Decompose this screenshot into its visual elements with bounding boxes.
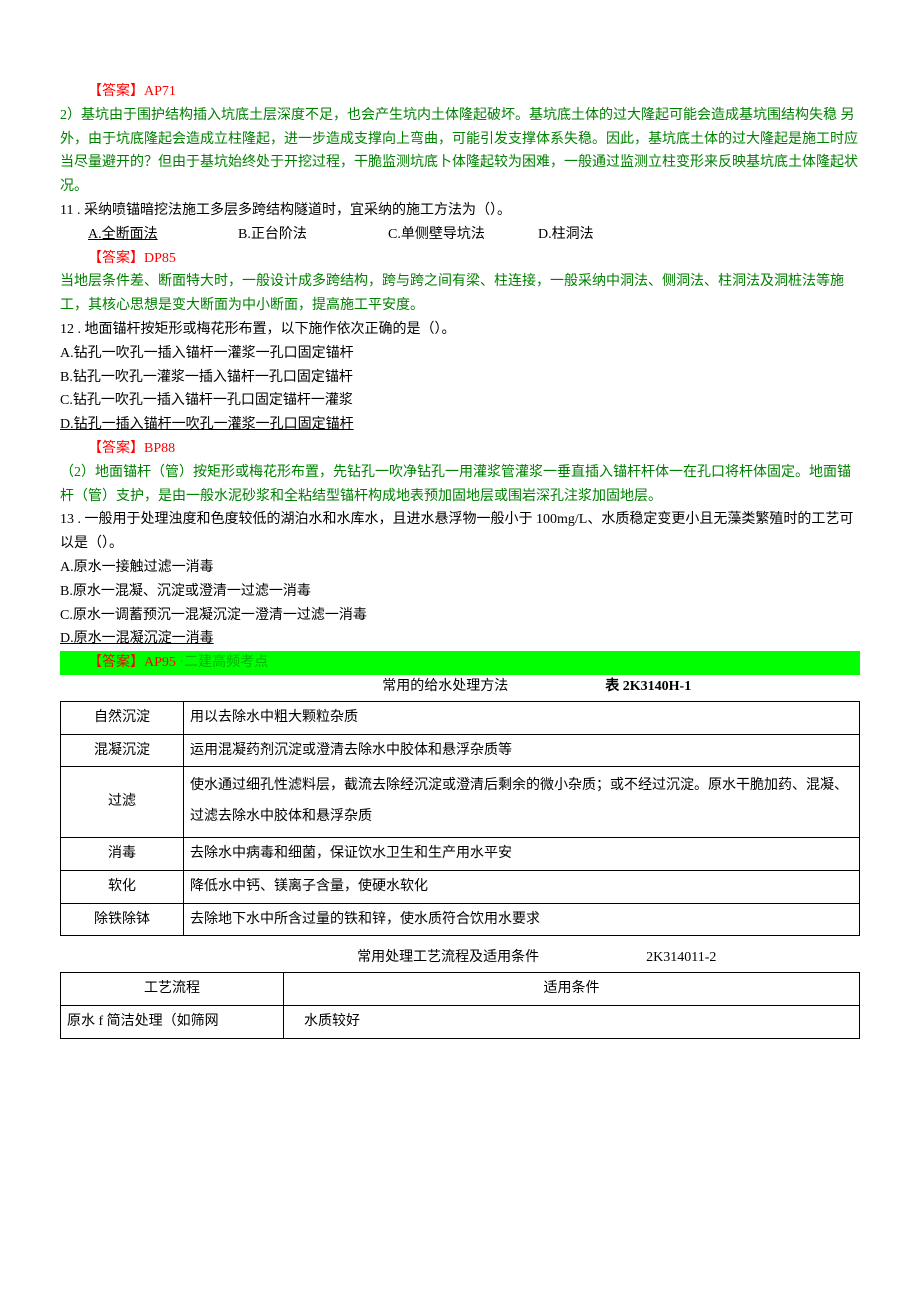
q13-opt-a: A.原水一接触过滤一消毒 xyxy=(60,556,860,580)
t1-r5-c1: 去除地下水中所含过量的铁和锌，使水质符合饮用水要求 xyxy=(184,903,860,936)
q12-opt-d: D.钻孔一插入锚杆一吹孔一灌浆一孔口固定锚杆 xyxy=(60,413,860,437)
table-row: 原水 f 简洁处理（如筛网 水质较好 xyxy=(61,1005,860,1038)
table-row: 软化降低水中钙、镁离子含量，使硬水软化 xyxy=(61,870,860,903)
t1-r2-c1: 使水通过细孔性滤料层，截流去除经沉淀或澄清后剩余的微小杂质；或不经过沉淀。原水干… xyxy=(184,767,860,838)
t1-r0-c1: 用以去除水中粗大颗粒杂质 xyxy=(184,701,860,734)
q13-opt-b: B.原水一混凝、沉淀或澄清一过滤一消毒 xyxy=(60,580,860,604)
answer-11: 【答案】DP85 xyxy=(60,247,860,271)
q12-opt-c: C.钻孔一吹孔一插入锚杆一孔口固定锚杆一灌浆 xyxy=(60,389,860,413)
explanation-10: 2）基坑由于围护结构插入坑底土层深度不足，也会产生坑内土体隆起破坏。基坑底土体的… xyxy=(60,104,860,199)
q11-opt-c: C.单侧壁导坑法 xyxy=(388,223,538,247)
t1-r4-c0: 软化 xyxy=(61,870,184,903)
table2: 工艺流程 适用条件 原水 f 简洁处理（如筛网 水质较好 xyxy=(60,972,860,1039)
explanation-12: （2）地面锚杆（管）按矩形或梅花形布置，先钻孔一吹净钻孔一用灌浆管灌浆一垂直插入… xyxy=(60,461,860,509)
table1: 自然沉淀用以去除水中粗大颗粒杂质 混凝沉淀运用混凝药剂沉淀或澄清去除水中胶体和悬… xyxy=(60,701,860,937)
t1-r3-c0: 消毒 xyxy=(61,837,184,870)
table1-caption: 常用的给水处理方法 表 2K3140H-1 xyxy=(60,675,860,699)
q13-opt-d: D.原水一混凝沉淀一消毒 xyxy=(60,627,860,651)
t1-r1-c0: 混凝沉淀 xyxy=(61,734,184,767)
q11-opt-a: A.全断面法 xyxy=(60,223,238,247)
t1-r1-c1: 运用混凝药剂沉淀或澄清去除水中胶体和悬浮杂质等 xyxy=(184,734,860,767)
t2-h0: 工艺流程 xyxy=(61,973,284,1006)
table2-caption-right: 2K314011-2 xyxy=(646,950,716,965)
q11-options: A.全断面法 B.正台阶法 C.单侧壁导坑法 D.柱洞法 xyxy=(60,223,860,247)
explanation-11: 当地层条件差、断面特大时，一般设计成多跨结构，跨与跨之间有梁、柱连接，一般采纳中… xyxy=(60,270,860,318)
t1-r0-c0: 自然沉淀 xyxy=(61,701,184,734)
table1-caption-right: 表 2K3140H-1 xyxy=(605,679,691,694)
q12-opt-b: B.钻孔一吹孔一灌浆一插入锚杆一孔口固定锚杆 xyxy=(60,366,860,390)
answer-12: 【答案】BP88 xyxy=(60,437,860,461)
q11-opt-b: B.正台阶法 xyxy=(238,223,388,247)
t2-r0-c1: 水质较好 xyxy=(284,1005,860,1038)
answer-13-code: 【答案】AP95 xyxy=(88,655,179,670)
t1-r4-c1: 降低水中钙、镁离子含量，使硬水软化 xyxy=(184,870,860,903)
answer-13: 【答案】AP95 ·二建高频考点 xyxy=(60,651,860,675)
question-11: 11 . 采纳喷锚暗挖法施工多层多跨结构隧道时，宜采纳的施工方法为（）。 xyxy=(60,199,860,223)
t1-r2-c0: 过滤 xyxy=(61,767,184,838)
table2-caption: 常用处理工艺流程及适用条件 2K314011-2 xyxy=(60,946,860,970)
table-row: 过滤使水通过细孔性滤料层，截流去除经沉淀或澄清后剩余的微小杂质；或不经过沉淀。原… xyxy=(61,767,860,838)
q12-opt-a: A.钻孔一吹孔一插入锚杆一灌浆一孔口固定锚杆 xyxy=(60,342,860,366)
question-13: 13 . 一般用于处理浊度和色度较低的湖泊水和水库水，且进水悬浮物一般小于 10… xyxy=(60,508,860,556)
table-row: 除铁除钵去除地下水中所含过量的铁和锌，使水质符合饮用水要求 xyxy=(61,903,860,936)
t2-h1: 适用条件 xyxy=(284,973,860,1006)
t1-r3-c1: 去除水中病毒和细菌，保证饮水卫生和生产用水平安 xyxy=(184,837,860,870)
question-12: 12 . 地面锚杆按矩形或梅花形布置，以下施作依次正确的是（）。 xyxy=(60,318,860,342)
table-row: 工艺流程 适用条件 xyxy=(61,973,860,1006)
table-row: 混凝沉淀运用混凝药剂沉淀或澄清去除水中胶体和悬浮杂质等 xyxy=(61,734,860,767)
table-row: 自然沉淀用以去除水中粗大颗粒杂质 xyxy=(61,701,860,734)
q13-opt-c: C.原水一调蓄预沉一混凝沉淀一澄清一过滤一消毒 xyxy=(60,604,860,628)
table-row: 消毒去除水中病毒和细菌，保证饮水卫生和生产用水平安 xyxy=(61,837,860,870)
answer-10: 【答案】AP71 xyxy=(60,80,860,104)
answer-13-note: ·二建高频考点 xyxy=(179,655,268,670)
table2-caption-left: 常用处理工艺流程及适用条件 xyxy=(357,950,539,965)
t1-r5-c0: 除铁除钵 xyxy=(61,903,184,936)
t2-r0-c0: 原水 f 简洁处理（如筛网 xyxy=(61,1005,284,1038)
q11-opt-d: D.柱洞法 xyxy=(538,223,718,247)
table1-caption-left: 常用的给水处理方法 xyxy=(382,679,508,694)
